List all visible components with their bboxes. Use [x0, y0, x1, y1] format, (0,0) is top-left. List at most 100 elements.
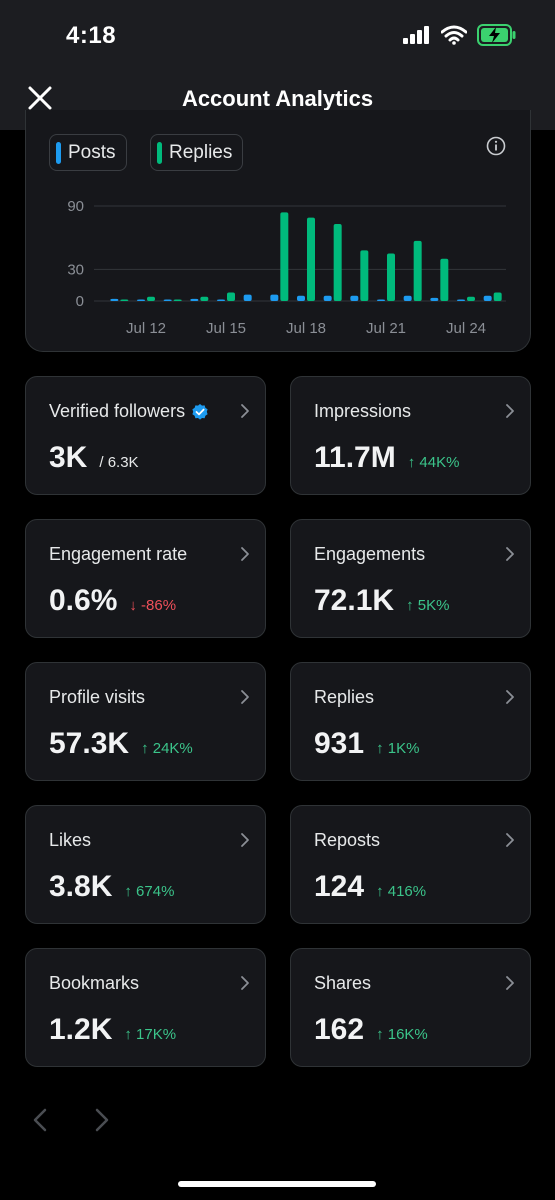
- chevron-right-icon: [506, 976, 514, 990]
- bar-replies-jul-19[interactable]: [333, 223, 342, 301]
- bar-replies-jul-18[interactable]: [307, 217, 315, 301]
- metric-value-row: 0.6% ↓ -86%: [49, 584, 176, 618]
- bar-replies-jul-22[interactable]: [413, 240, 422, 301]
- metric-card-profile-visits[interactable]: Profile visits 57.3K ↑ 24K%: [25, 662, 266, 781]
- bar-posts-jul-17[interactable]: [270, 294, 279, 301]
- x-tick-label: Jul 18: [286, 320, 326, 337]
- metric-label: Likes: [49, 830, 91, 851]
- bar-replies-jul-14[interactable]: [200, 296, 209, 301]
- legend-posts[interactable]: Posts: [49, 134, 127, 171]
- metric-value-row: 931 ↑ 1K%: [314, 727, 419, 761]
- metric-label: Replies: [314, 687, 374, 708]
- bar-posts-jul-25[interactable]: [483, 295, 492, 301]
- metric-card-replies[interactable]: Replies 931 ↑ 1K%: [290, 662, 531, 781]
- close-icon[interactable]: [26, 84, 54, 112]
- metric-change: ↑ 674%: [124, 883, 175, 900]
- metric-change: ↑ 5K%: [406, 597, 450, 614]
- y-tick-label: 90: [67, 198, 84, 215]
- metric-card-reposts[interactable]: Reposts 124 ↑ 416%: [290, 805, 531, 924]
- metric-card-engagement-rate[interactable]: Engagement rate 0.6% ↓ -86%: [25, 519, 266, 638]
- metric-value: 0.6%: [49, 584, 118, 617]
- chevron-right-icon: [241, 547, 249, 561]
- metric-label: Reposts: [314, 830, 380, 851]
- status-time: 4:18: [66, 22, 117, 49]
- metric-value-row: 124 ↑ 416%: [314, 870, 426, 904]
- bar-posts-jul-11[interactable]: [110, 298, 119, 301]
- bar-replies-jul-20[interactable]: [360, 250, 369, 301]
- y-tick-label: 30: [67, 261, 84, 278]
- bar-replies-jul-23[interactable]: [440, 258, 449, 301]
- metric-label: Profile visits: [49, 687, 145, 708]
- metric-value: 162: [314, 1013, 365, 1046]
- bar-replies-jul-11[interactable]: [120, 299, 129, 302]
- bar-replies-jul-21[interactable]: [387, 253, 395, 302]
- bar-chart: 90 30 0 Jul 12 Jul 15 Jul 18 Jul 21 Jul 24: [67, 198, 506, 337]
- bar-posts-jul-12[interactable]: [137, 299, 145, 302]
- metric-card-engagements[interactable]: Engagements 72.1K ↑ 5K%: [290, 519, 531, 638]
- metric-value-row: 57.3K ↑ 24K%: [49, 727, 193, 761]
- metric-label: Engagements: [314, 544, 425, 565]
- chevron-right-icon[interactable]: [86, 1105, 116, 1135]
- metric-label-text: Profile visits: [49, 687, 146, 707]
- chevron-right-icon: [241, 833, 249, 847]
- chevron-left-icon[interactable]: [26, 1105, 56, 1135]
- metric-card-bookmarks[interactable]: Bookmarks 1.2K ↑ 17K%: [25, 948, 266, 1067]
- metric-label-text: Reposts: [314, 830, 381, 850]
- bar-posts-jul-20[interactable]: [350, 295, 359, 301]
- metric-label-text: Verified followers: [49, 401, 186, 421]
- chart-card: 90 30 0 Jul 12 Jul 15 Jul 18 Jul 21 Jul 24 Pos…: [25, 110, 531, 352]
- x-tick-label: Jul 24: [446, 320, 486, 337]
- metric-value: 931: [314, 727, 365, 760]
- metric-change: ↑ 44K%: [407, 454, 460, 471]
- bar-posts-jul-23[interactable]: [430, 297, 439, 301]
- metric-change: ↑ 1K%: [376, 740, 420, 757]
- metric-card-verified-followers[interactable]: Verified followers 3K / 6.3K: [25, 376, 266, 495]
- metric-label-text: Bookmarks: [49, 973, 140, 993]
- metric-value: 124: [314, 870, 365, 903]
- x-tick-label: Jul 15: [206, 320, 246, 337]
- y-tick-label: 0: [76, 293, 84, 310]
- bar-posts-jul-14[interactable]: [190, 298, 199, 301]
- metric-total: / 6.3K: [99, 454, 139, 471]
- wifi-icon: [441, 25, 467, 45]
- metric-label: Impressions: [314, 401, 411, 422]
- bar-replies-jul-13[interactable]: [173, 299, 182, 302]
- verified-badge-icon: [192, 403, 208, 420]
- metric-label: Verified followers: [49, 401, 209, 422]
- bar-posts-jul-18[interactable]: [297, 295, 305, 301]
- metric-card-shares[interactable]: Shares 162 ↑ 16K%: [290, 948, 531, 1067]
- chevron-right-icon: [506, 404, 514, 418]
- metric-label: Bookmarks: [49, 973, 139, 994]
- metric-change: ↑ 416%: [376, 883, 427, 900]
- metric-value: 57.3K: [49, 727, 130, 760]
- metric-card-impressions[interactable]: Impressions 11.7M ↑ 44K%: [290, 376, 531, 495]
- metric-label-text: Shares: [314, 973, 372, 993]
- bar-replies-jul-24[interactable]: [467, 296, 475, 301]
- page-title: Account Analytics: [181, 86, 374, 111]
- bar-posts-jul-24[interactable]: [457, 299, 465, 302]
- status-icons: [403, 24, 517, 46]
- metric-card-likes[interactable]: Likes 3.8K ↑ 674%: [25, 805, 266, 924]
- metric-label-text: Engagement rate: [49, 544, 188, 564]
- bar-posts-jul-19[interactable]: [323, 295, 332, 301]
- metric-label-text: Engagements: [314, 544, 426, 564]
- bar-replies-jul-12[interactable]: [147, 296, 155, 301]
- bar-posts-jul-13[interactable]: [163, 299, 172, 302]
- bar-replies-jul-17[interactable]: [280, 212, 289, 301]
- x-tick-label: Jul 12: [126, 320, 166, 337]
- bar-posts-jul-15[interactable]: [217, 299, 225, 302]
- x-tick-label: Jul 21: [366, 320, 406, 337]
- metric-value-row: 1.2K ↑ 17K%: [49, 1013, 176, 1047]
- bar-posts-jul-22[interactable]: [403, 295, 412, 301]
- bar-replies-jul-15[interactable]: [227, 292, 235, 301]
- legend-replies[interactable]: Replies: [150, 134, 244, 171]
- metric-label-text: Likes: [49, 830, 92, 850]
- metric-value-row: 11.7M ↑ 44K%: [314, 441, 459, 475]
- chevron-right-icon: [241, 976, 249, 990]
- info-icon[interactable]: [486, 136, 506, 156]
- bar-replies-jul-25[interactable]: [493, 292, 502, 301]
- metric-change: ↑ 17K%: [124, 1026, 177, 1043]
- bar-posts-jul-21[interactable]: [377, 299, 385, 302]
- bar-posts-jul-16[interactable]: [243, 294, 252, 301]
- metric-label: Engagement rate: [49, 544, 187, 565]
